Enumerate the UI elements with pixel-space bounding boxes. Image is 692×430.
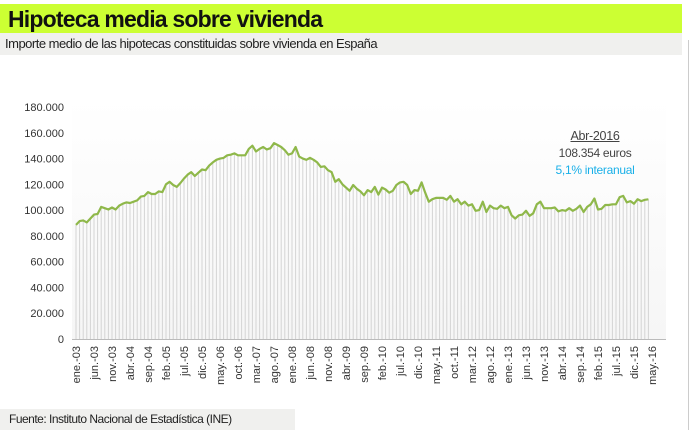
title-bar: Hipoteca media sobre vivienda <box>0 4 682 33</box>
x-tick-label: abr.-09 <box>341 346 353 380</box>
x-tick-label: jun.-13 <box>521 346 533 381</box>
x-tick-label: ene.-13 <box>503 346 515 383</box>
x-tick-label: oct.-06 <box>233 346 245 380</box>
y-tick-label: 60.000 <box>30 257 64 269</box>
x-tick-label: abr.-14 <box>557 346 569 380</box>
x-tick-label: jul.-15 <box>611 346 623 377</box>
x-tick-label: nov.-13 <box>539 346 551 382</box>
y-tick-label: 0 <box>58 334 64 346</box>
right-divider <box>688 40 689 430</box>
x-tick-label: feb.-10 <box>377 346 389 380</box>
x-tick-label: ene.-08 <box>287 346 299 383</box>
x-tick-label: may.-16 <box>647 346 659 385</box>
x-tick-label: may.-11 <box>431 346 443 384</box>
page-subtitle: Importe medio de las hipotecas constitui… <box>5 36 378 51</box>
x-tick-label: nov.-08 <box>323 346 335 382</box>
x-tick-label: jul.-10 <box>395 346 407 377</box>
annotation-change: 5,1% interanual <box>555 163 635 177</box>
footer-bar: Fuente: Instituto Nacional de Estadístic… <box>0 409 295 430</box>
x-tick-label: ago.-07 <box>269 346 281 383</box>
annotation-value: 108.354 euros <box>558 146 632 160</box>
x-tick-label: dic.-10 <box>413 346 425 379</box>
x-tick-label: oct.-11 <box>449 346 461 379</box>
x-tick-label: sep.-14 <box>575 346 587 383</box>
x-tick-label: sep.-09 <box>359 346 371 383</box>
y-tick-label: 40.000 <box>30 282 64 294</box>
x-tick-label: jun.-08 <box>305 346 317 381</box>
x-tick-label: may.-06 <box>215 346 227 385</box>
x-tick-label: dic.-15 <box>629 346 641 379</box>
x-tick-label: mar.-07 <box>251 346 263 383</box>
x-tick-label: ago.-12 <box>485 346 497 383</box>
y-tick-label: 120.000 <box>24 179 64 191</box>
x-tick-label: feb.-15 <box>593 346 605 380</box>
y-tick-label: 160.000 <box>24 128 64 140</box>
x-tick-label: ene.-03 <box>71 346 83 383</box>
x-tick-label: nov.-03 <box>107 346 119 382</box>
x-tick-label: dic.-05 <box>197 346 209 379</box>
y-tick-label: 140.000 <box>24 154 64 166</box>
x-tick-label: mar.-12 <box>467 346 479 383</box>
mortgage-line <box>75 142 649 226</box>
y-tick-label: 100.000 <box>24 205 64 217</box>
y-tick-label: 20.000 <box>30 308 64 320</box>
y-tick-label: 180.000 <box>24 102 64 114</box>
y-tick-label: 80.000 <box>30 231 64 243</box>
x-tick-label: sep.-04 <box>143 346 155 383</box>
x-tick-label: feb.-05 <box>161 346 173 380</box>
page-title: Hipoteca media sobre vivienda <box>8 6 323 32</box>
plot-area <box>72 99 666 339</box>
subtitle-bar: Importe medio de las hipotecas constitui… <box>0 33 682 55</box>
x-tick-label: jun.-03 <box>89 346 101 381</box>
x-tick-label: abr.-04 <box>125 346 137 380</box>
source-note: Fuente: Instituto Nacional de Estadístic… <box>9 412 232 426</box>
annotation-date: Abr-2016 <box>570 129 620 143</box>
x-tick-label: jul.-05 <box>179 346 191 377</box>
